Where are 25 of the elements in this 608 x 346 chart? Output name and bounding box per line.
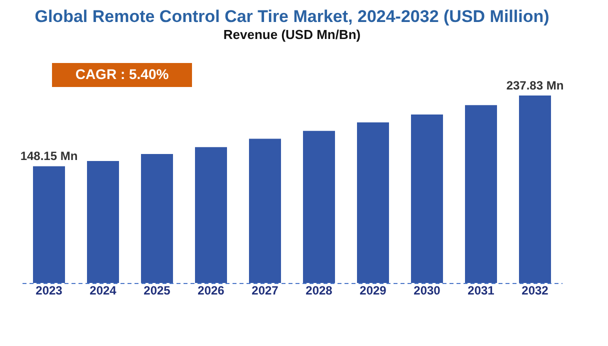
bar: [303, 130, 335, 283]
x-tick-label: 2030: [414, 284, 441, 298]
x-tick-label: 2024: [90, 284, 117, 298]
x-tick-label: 2029: [360, 284, 387, 298]
bar: [249, 138, 281, 283]
bar: [87, 161, 119, 283]
data-label: 237.83 Mn: [506, 78, 564, 92]
x-tick-label: 2028: [306, 284, 333, 298]
chart-subtitle: Revenue (USD Mn/Bn): [223, 27, 361, 42]
text: CAGR : 5.40%: [75, 66, 170, 82]
bar: [141, 154, 173, 283]
x-tick-label: 2032: [522, 284, 549, 298]
data-label: 148.15 Mn: [20, 149, 78, 164]
bar: [411, 114, 443, 283]
x-tick-label: 2027: [252, 284, 279, 298]
x-tick-label: 2023: [36, 284, 63, 298]
bar: [195, 147, 227, 283]
bar: [357, 122, 389, 283]
x-tick-label: 2031: [468, 284, 495, 298]
chart-title: Global Remote Control Car Tire Market, 2024-2032 (USD Million): [34, 7, 550, 26]
x-tick-label: 2026: [198, 284, 225, 298]
x-tick-label: 2025: [144, 284, 171, 298]
bar: [465, 105, 497, 283]
bar: [33, 166, 65, 283]
bar: [519, 96, 551, 283]
